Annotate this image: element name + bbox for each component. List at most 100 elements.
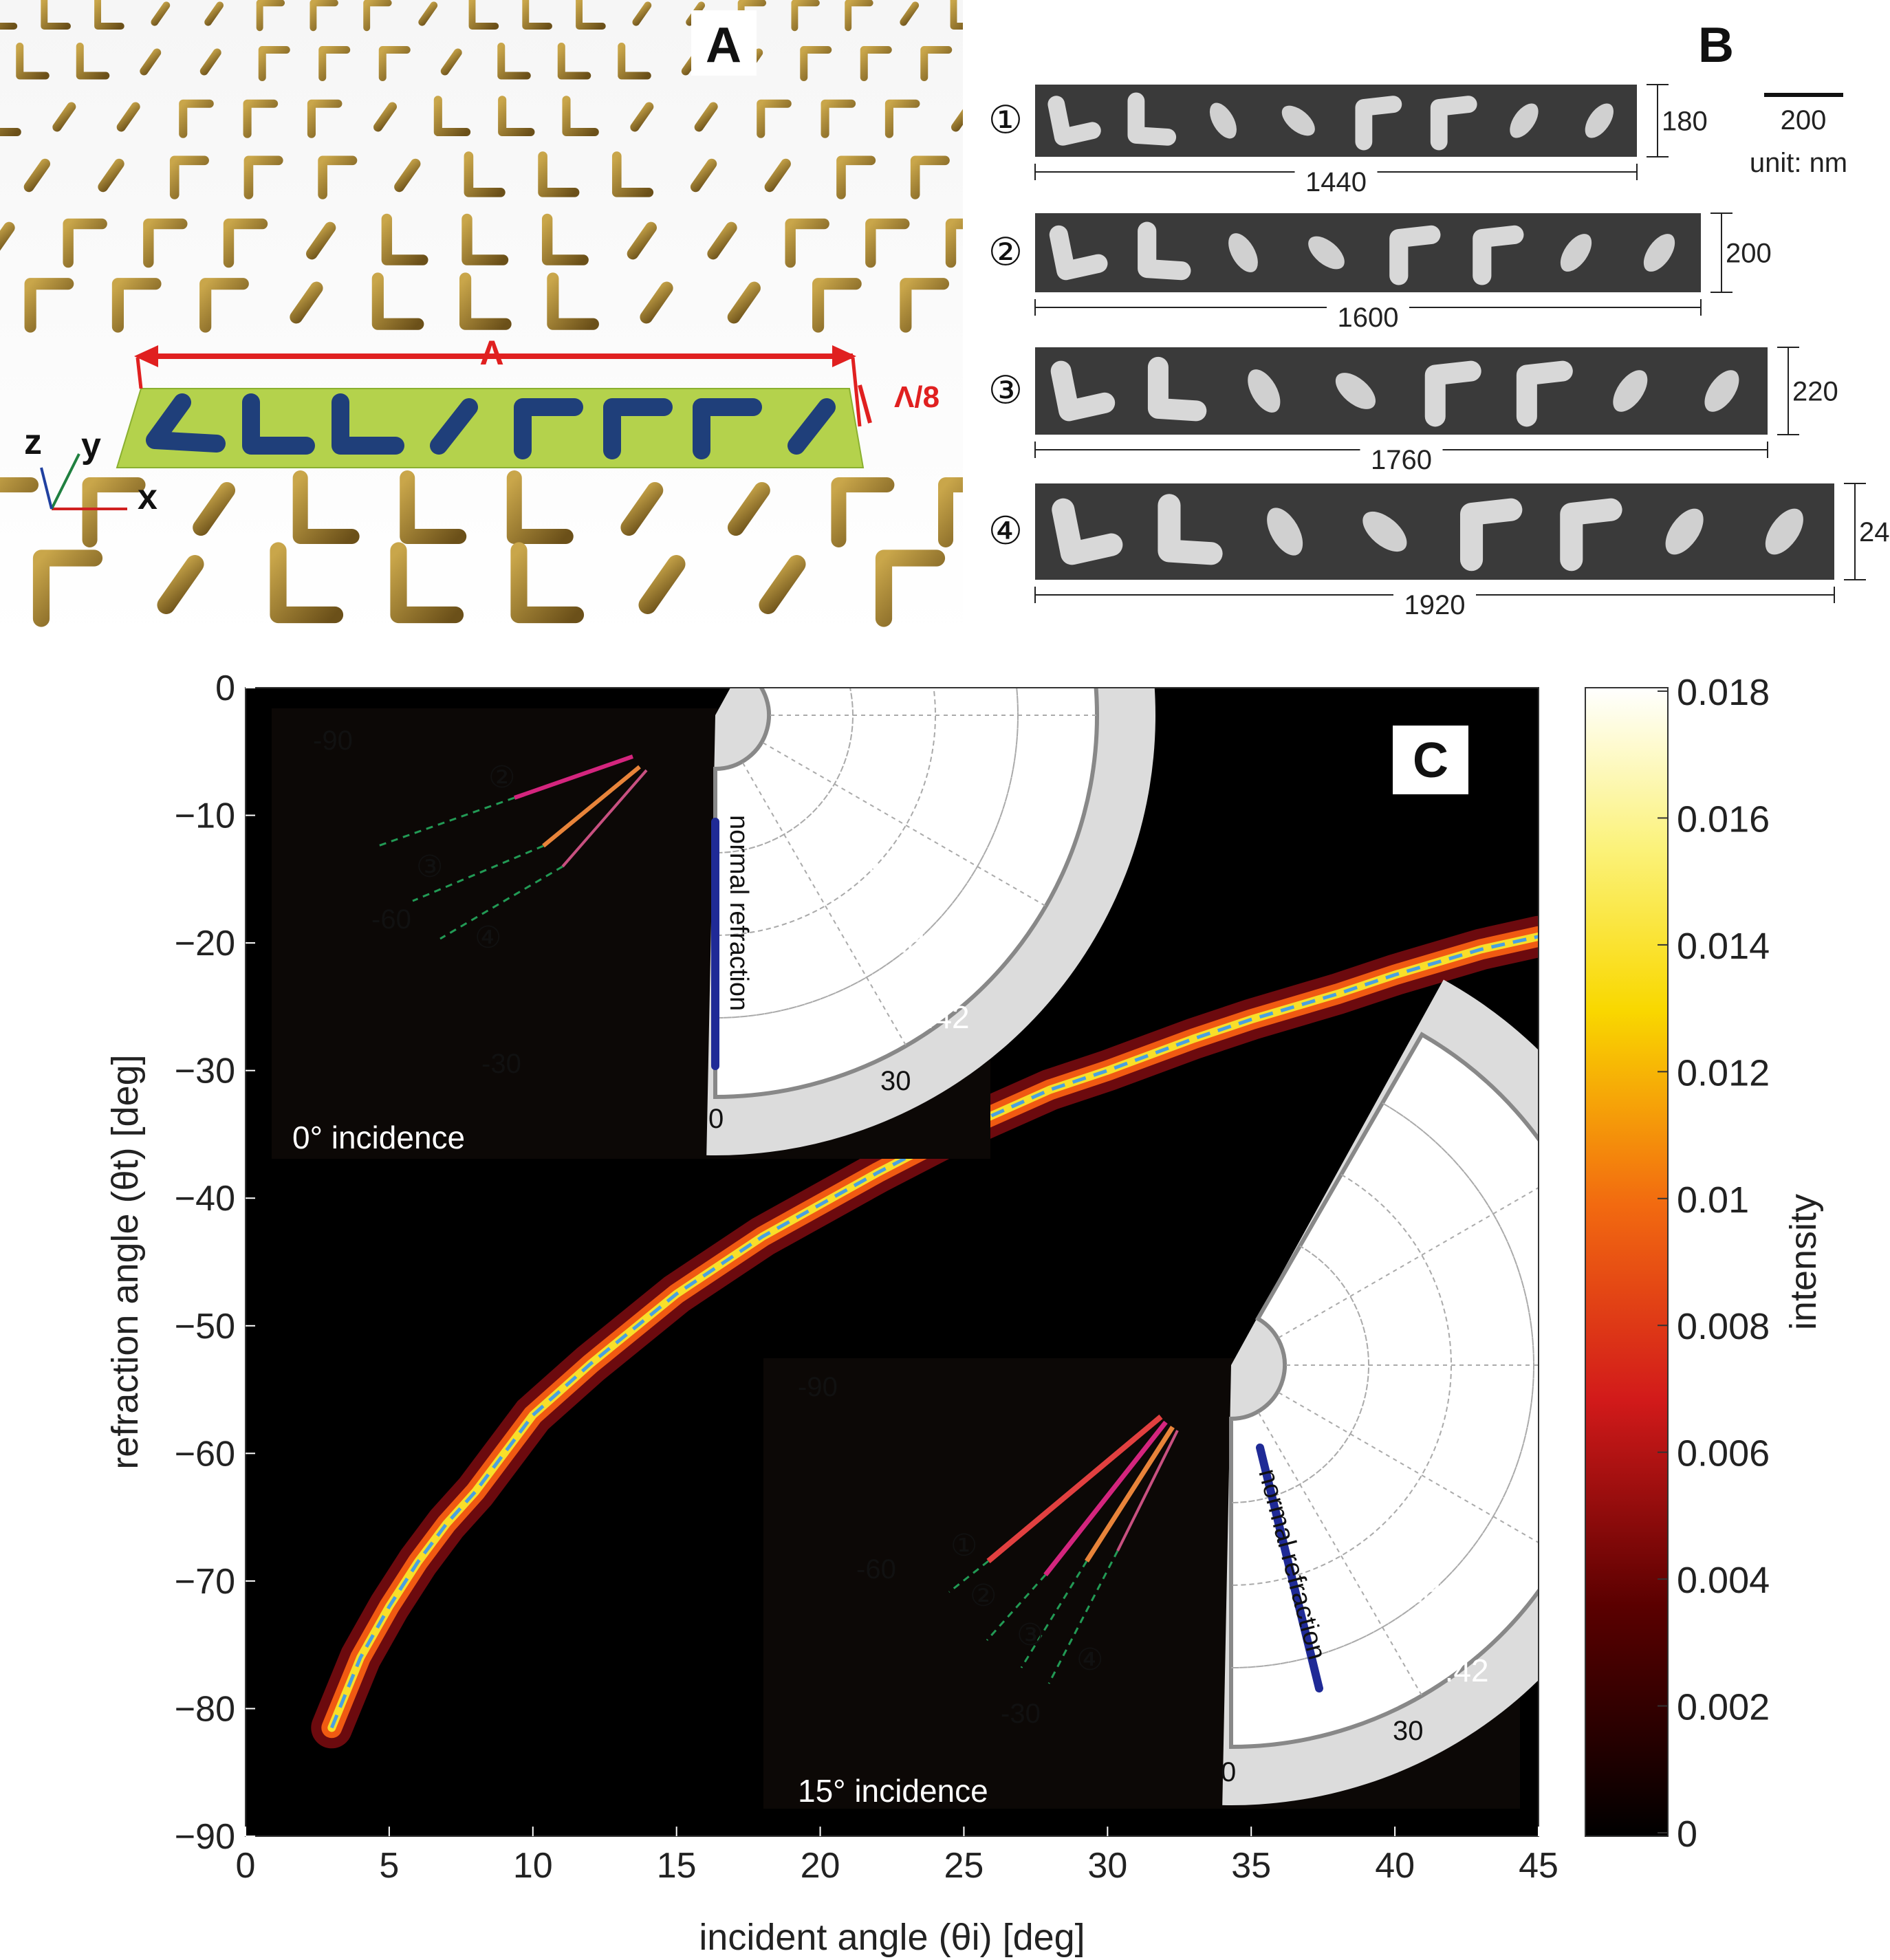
- panel-a: Λ Λ/8 z y x A: [0, 0, 963, 643]
- sem-image: [1035, 483, 1834, 580]
- inset-15deg-radial-014: 0.14: [1331, 1491, 1393, 1527]
- gold-antenna: [522, 0, 552, 30]
- unit-cell-antennas: [146, 393, 836, 459]
- gold-antenna: [468, 0, 499, 30]
- period-label: Λ: [480, 334, 503, 372]
- gold-antenna: [759, 555, 806, 614]
- panel-a-label-box: [691, 10, 757, 76]
- inset-15deg-marker-2: ②: [970, 1579, 997, 1613]
- gold-antenna: [193, 481, 236, 536]
- gold-antenna: [632, 1, 652, 26]
- colorbar-tick-label: 0.01: [1677, 1179, 1749, 1221]
- gold-antenna: [0, 127, 21, 137]
- y-tick-label: −70: [175, 1562, 235, 1602]
- inset-0deg-angle-m60: -60: [371, 904, 411, 935]
- gold-antenna: [920, 46, 953, 81]
- gold-antenna: [630, 102, 654, 132]
- z-axis-label: z: [24, 422, 42, 462]
- gold-antenna: [557, 43, 591, 80]
- gold-antenna: [497, 43, 531, 80]
- inset-15deg: ① ② ③ ④ normal refraction -90 -60 -30 0 …: [763, 979, 1539, 1809]
- gold-antenna: [727, 481, 770, 536]
- gold-antenna: [510, 542, 585, 624]
- colorbar-tick-label: 0.004: [1677, 1560, 1770, 1601]
- gold-antenna: [306, 221, 336, 260]
- inset-0deg-radial-028: 0.28: [863, 924, 925, 959]
- gold-antenna: [363, 0, 392, 32]
- gold-antenna: [541, 213, 589, 265]
- x-axis-ticks: 0 5 10 15 20 25 30 35 40 45: [236, 1827, 1558, 1886]
- gold-antenna: [627, 221, 657, 260]
- x-tick-label: 20: [801, 1846, 840, 1886]
- sem-strip-marker: ④: [988, 509, 1023, 552]
- gold-antenna: [143, 218, 188, 268]
- sem-particle: [1424, 360, 1481, 427]
- y-axis-line: [50, 453, 80, 510]
- gold-antenna: [836, 155, 876, 199]
- y-axis-ticks: 0 −10 −20 −30 −40 −50 −60 −70 −80 −90: [175, 668, 255, 1857]
- y-tick-label: −90: [175, 1817, 235, 1857]
- inset-15deg-angle-m90: -90: [798, 1372, 838, 1402]
- gold-antenna: [0, 221, 15, 260]
- unit-cell-antenna: [788, 398, 836, 455]
- gold-antenna: [576, 0, 606, 30]
- height-label: 200: [1726, 239, 1772, 269]
- width-label: 1440: [1305, 167, 1367, 197]
- x-tick-label: 40: [1375, 1846, 1415, 1886]
- inset-15deg-guide-4: [1047, 1550, 1119, 1684]
- inset-15deg-angle-m60: -60: [856, 1554, 896, 1585]
- gold-antenna: [0, 477, 39, 492]
- gold-antenna: [694, 102, 718, 132]
- unit-cell-antenna: [603, 398, 673, 459]
- y-axis-label: y: [81, 426, 101, 466]
- colorbar: [1585, 687, 1669, 1837]
- gold-antenna: [76, 43, 110, 80]
- inset-15deg-beam-3: [1085, 1426, 1175, 1562]
- sem-particle: [1560, 234, 1592, 272]
- panel-c-label-box: [1393, 726, 1468, 794]
- sem-particle: [1158, 494, 1223, 565]
- panel-c-label: C: [1413, 733, 1448, 788]
- polar-grid-ring: [715, 688, 854, 853]
- sem-particle: [1228, 233, 1258, 272]
- sem-particle: [1510, 103, 1539, 138]
- gold-antenna: [951, 102, 963, 132]
- gold-antenna: [94, 0, 124, 30]
- inset-0deg-radial-014: 0.14: [818, 845, 880, 880]
- sem-strips: ① 180 1440 ② 200 1600 ③ 220 1760 ④ 240 1920: [988, 84, 1890, 620]
- colorbar-tick-label: 0.006: [1677, 1433, 1770, 1474]
- gold-antenna: [140, 48, 162, 76]
- unit-label: unit: nm: [1750, 148, 1847, 178]
- sem-particle: [1335, 373, 1376, 409]
- y-tick-label: −40: [175, 1179, 235, 1219]
- gold-antenna: [151, 1, 171, 26]
- inset-0deg-marker-2: ②: [488, 761, 515, 794]
- inset-15deg-guide-2: [986, 1574, 1047, 1642]
- gold-antenna: [821, 99, 856, 138]
- sem-strip: ① 180 1440: [988, 84, 1708, 197]
- gold-antenna: [169, 155, 209, 199]
- inset-0deg-radial-0: 0: [772, 769, 788, 799]
- inset-15deg-beam-1: [986, 1414, 1163, 1564]
- sem-particle: [1665, 508, 1704, 555]
- inset-15deg-marker-3: ③: [1017, 1618, 1043, 1652]
- sem-particle: [1362, 511, 1407, 552]
- gold-antenna: [179, 99, 214, 138]
- gold-antenna: [459, 272, 512, 330]
- sem-particle: [1138, 221, 1191, 281]
- sem-particle: [1765, 508, 1803, 555]
- y-tick-label: −80: [175, 1689, 235, 1729]
- inset-0deg-angle-30: 30: [880, 1066, 911, 1096]
- sem-particle: [1613, 370, 1648, 412]
- gold-antenna: [800, 46, 832, 81]
- axis-triad: z y x: [24, 422, 158, 517]
- sem-strip: ④ 240 1920: [988, 483, 1890, 620]
- inset-15deg-beam-2: [1043, 1420, 1168, 1577]
- gold-antenna: [292, 470, 360, 544]
- inset-15deg-caption: 15° incidence: [798, 1773, 988, 1809]
- gold-antenna: [16, 43, 50, 80]
- gold-antenna: [223, 218, 268, 268]
- sem-image: [1035, 347, 1768, 435]
- inset-0deg-caption: 0° incidence: [292, 1120, 465, 1155]
- gold-antenna: [394, 158, 421, 193]
